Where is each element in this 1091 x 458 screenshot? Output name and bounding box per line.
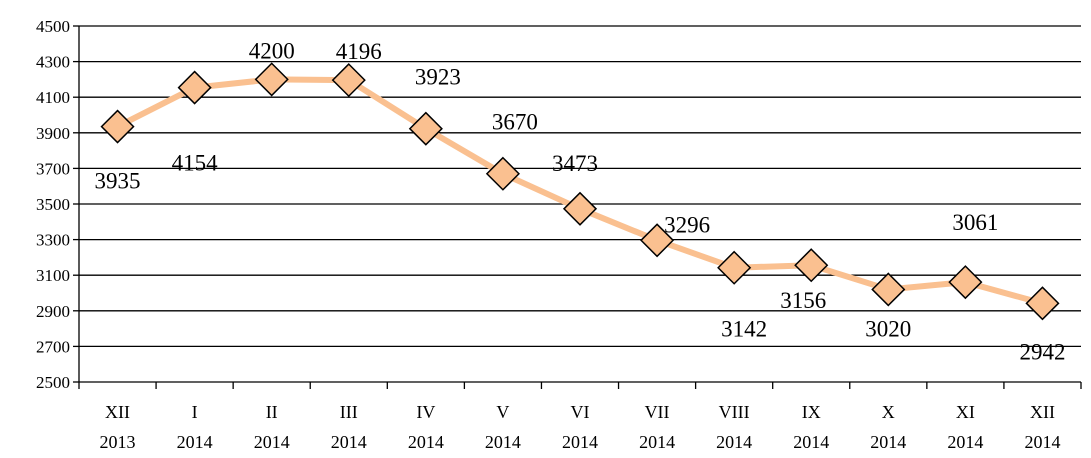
y-tick-label: 2700 xyxy=(36,337,70,356)
x-tick-label: I 2014 xyxy=(177,402,213,452)
gridlines xyxy=(79,25,1081,348)
x-tick-label: IV 2014 xyxy=(408,402,444,452)
x-tick-label: V 2014 xyxy=(485,402,521,452)
data-point xyxy=(100,109,135,144)
x-tick-label: VII 2014 xyxy=(639,402,675,452)
y-tick-label: 3300 xyxy=(36,231,70,250)
y-tick-label: 3100 xyxy=(36,266,70,285)
data-label: 4200 xyxy=(249,38,295,63)
data-labels: 3935 4154 4200 4196 3923 3670 3473 3296 3142 3156… xyxy=(95,38,1066,364)
data-point xyxy=(717,250,752,285)
y-tick-label: 3500 xyxy=(36,195,70,214)
data-label: 3142 xyxy=(721,317,767,342)
y-tick-label: 2900 xyxy=(36,302,70,321)
x-tick-label: VI 2014 xyxy=(562,402,598,452)
data-point xyxy=(1025,286,1060,321)
y-tick-label: 4100 xyxy=(36,88,70,107)
y-tick-label: 4500 xyxy=(36,17,70,36)
y-tick-label: 3700 xyxy=(36,159,70,178)
series-line xyxy=(114,76,1046,307)
x-tick-label: X 2014 xyxy=(870,402,906,452)
x-tick-label: III 2014 xyxy=(331,402,367,452)
data-label: 4196 xyxy=(336,39,382,64)
data-label: 2942 xyxy=(1019,339,1065,364)
x-axis-ticks: XII 2013 I 2014 II 2014 III 2014 IV 2014 V 2014 VI 20… xyxy=(78,382,1082,452)
x-tick-label: XII 2013 xyxy=(100,402,136,452)
data-point xyxy=(794,248,829,283)
data-point xyxy=(871,272,906,307)
x-tick-label: IX 2014 xyxy=(793,402,829,452)
data-label: 3473 xyxy=(552,151,598,176)
y-tick-label: 4300 xyxy=(36,53,70,72)
data-point xyxy=(948,265,983,300)
data-label: 3061 xyxy=(952,210,998,235)
y-tick-label: 2500 xyxy=(36,373,70,392)
data-label: 3923 xyxy=(415,65,461,90)
data-point xyxy=(254,62,289,97)
data-point xyxy=(562,191,598,226)
y-tick-label: 3900 xyxy=(36,124,70,143)
series-group xyxy=(100,62,1060,321)
x-tick-label: II 2014 xyxy=(254,402,290,452)
data-label: 3935 xyxy=(95,169,141,194)
data-label: 3670 xyxy=(492,110,538,135)
x-tick-label: XI 2014 xyxy=(947,402,983,452)
y-axis-ticks: 2500 2700 2900 3100 3300 3500 3700 3900 4100 4300… xyxy=(36,17,79,392)
data-label: 3156 xyxy=(780,288,826,313)
data-point xyxy=(640,223,675,258)
data-point xyxy=(408,111,443,146)
data-point xyxy=(177,70,212,105)
data-label: 3020 xyxy=(865,316,911,341)
data-point xyxy=(485,156,520,191)
data-label: 4154 xyxy=(172,151,219,176)
data-label: 3296 xyxy=(664,212,710,237)
x-tick-label: VIII 2014 xyxy=(716,402,752,452)
data-point xyxy=(331,63,366,98)
x-tick-label: XII 2014 xyxy=(1024,402,1060,452)
